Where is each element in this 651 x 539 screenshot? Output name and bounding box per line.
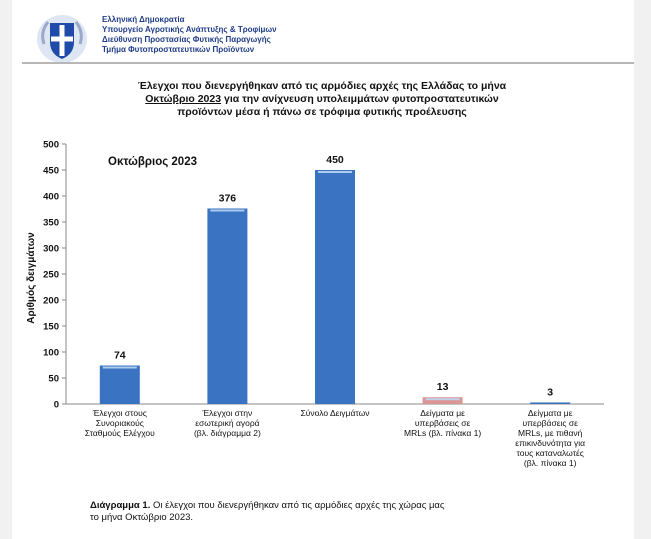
x-category-label: Έλεγχοι στους Συνοριακούς Σταθμούς Ελέγχου [85,408,155,438]
x-category-label: Δείγματα με υπερβάσεις σε MRLs (βλ. πίνακα… [404,408,481,438]
x-category-label-line: (βλ. πίνακα 1) [524,458,577,468]
y-tick-label: 350 [43,218,59,229]
x-category-label-line: Σύνολο Δειγμάτων [300,408,369,418]
data-label: 13 [437,381,449,393]
x-category-label-line: Έλεγχοι στους [92,408,147,418]
bar [207,208,248,404]
x-category-label-line: MRLs, με πιθανή [518,428,583,438]
bar-highlight [210,209,245,212]
bar [99,365,140,404]
y-tick-label: 250 [43,270,59,281]
header-line-4: Τμήμα Φυτοπροστατευτικών Προϊόντων [102,45,255,54]
bar-highlight [425,398,460,401]
y-axis-label: Αριθμός δειγμάτων [26,232,37,324]
header-line-3: Διεύθυνση Προστασίας Φυτικής Παραγωγής [102,35,271,44]
x-category-label-line: Σταθμούς Ελέγχου [85,428,155,438]
y-tick-label: 50 [48,374,59,385]
chart-title: Έλεγχοι που διενεργήθηκαν από τις αρμόδι… [82,80,562,119]
letterhead: Ελληνική Δημοκρατία Υπουργείο Αγροτικής … [20,8,626,68]
x-category-label: Σύνολο Δειγμάτων [300,408,369,418]
caption-text: Οι έλεγχοι που διενεργήθηκαν από τις αρμ… [150,500,445,511]
x-category-label: Δείγματα με υπερβάσεις σε MRLs, με πιθανή ε… [515,408,585,468]
greek-coat-of-arms-icon [37,15,87,63]
y-tick-label: 450 [43,166,59,177]
y-tick-label: 500 [43,140,59,151]
caption-text-2: το μήνα Οκτώβριο 2023. [90,512,194,523]
y-tick-label: 0 [54,400,59,411]
x-category-label-line: (βλ. διάγραμμα 2) [194,428,261,438]
data-label: 376 [219,192,237,204]
title-line-3: προϊόντων μέσα ή πάνω σε τρόφιμα φυτικής… [177,106,467,118]
document-page: Ελληνική Δημοκρατία Υπουργείο Αγροτικής … [12,0,634,539]
chart-annotation: Οκτώβριος 2023 [108,156,197,168]
x-category-label-line: Δείγματα με [528,408,573,418]
y-tick-label: 150 [43,322,59,333]
y-tick-label: 300 [43,244,59,255]
bar-highlight [318,171,352,173]
title-line-2-rest: για την ανίχνευση υπολειμμάτων φυτοπροστ… [221,93,499,105]
bar-highlight [102,366,137,369]
title-line-1: Έλεγχοι που διενεργήθηκαν από τις αρμόδι… [137,80,507,92]
y-tick-label: 200 [43,296,59,307]
header-line-2: Υπουργείο Αγροτικής Ανάπτυξης & Τροφίμων [102,25,277,34]
x-category-label-line: υπερβάσεις σε [415,418,471,428]
data-label: 3 [547,386,553,398]
figure-caption: Διάγραμμα 1. Οι έλεγχοι που διενεργήθηκα… [90,500,590,524]
title-line-2: Οκτώβριο 2023 για την ανίχνευση υπολειμμ… [82,93,562,106]
x-category-label-line: Δείγματα με [420,408,465,418]
header-line-1: Ελληνική Δημοκρατία [102,15,185,24]
y-tick-label: 100 [43,348,59,359]
x-category-label-line: εσωτερική αγορά [195,418,259,428]
data-label: 74 [114,350,126,362]
x-category-label-line: υπερβάσεις σε [523,418,579,428]
x-category-label-line: Συνοριακούς [96,418,144,428]
bar [315,170,355,404]
x-category-label: Έλεγχοι στην εσωτερική αγορά (βλ. διάγραμμ… [194,408,261,438]
bar [530,402,571,404]
y-tick-label: 400 [43,192,59,203]
x-category-label-line: τους καταναλωτές [517,448,584,458]
data-label: 450 [326,154,344,166]
header-divider [22,62,634,64]
bar [422,397,463,404]
x-category-label-line: επικινδυνότητα για [515,438,585,448]
x-category-label-line: Έλεγχοι στην [202,408,253,418]
x-category-label-line: MRLs (βλ. πίνακα 1) [404,428,481,438]
bar-chart: 0 50 100 150 200 250 300 350 400 450 500 Αριθμός δε… [26,140,604,468]
ministry-header: Ελληνική Δημοκρατία Υπουργείο Αγροτικής … [102,15,277,55]
caption-label: Διάγραμμα 1. [90,500,151,511]
title-month: Οκτώβριο 2023 [145,93,222,105]
